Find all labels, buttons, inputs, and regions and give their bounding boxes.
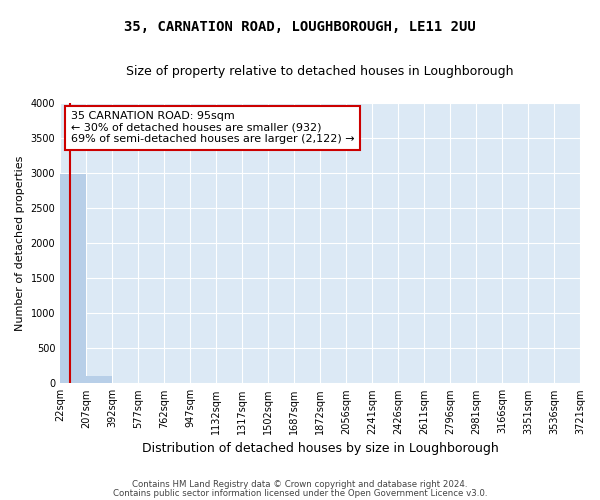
Title: Size of property relative to detached houses in Loughborough: Size of property relative to detached ho… — [127, 65, 514, 78]
Y-axis label: Number of detached properties: Number of detached properties — [15, 156, 25, 330]
Bar — [60, 174, 86, 384]
Text: 35, CARNATION ROAD, LOUGHBOROUGH, LE11 2UU: 35, CARNATION ROAD, LOUGHBOROUGH, LE11 2… — [124, 20, 476, 34]
Bar — [86, 376, 112, 384]
Text: Contains public sector information licensed under the Open Government Licence v3: Contains public sector information licen… — [113, 488, 487, 498]
X-axis label: Distribution of detached houses by size in Loughborough: Distribution of detached houses by size … — [142, 442, 499, 455]
Text: 35 CARNATION ROAD: 95sqm
← 30% of detached houses are smaller (932)
69% of semi-: 35 CARNATION ROAD: 95sqm ← 30% of detach… — [71, 111, 354, 144]
Text: Contains HM Land Registry data © Crown copyright and database right 2024.: Contains HM Land Registry data © Crown c… — [132, 480, 468, 489]
